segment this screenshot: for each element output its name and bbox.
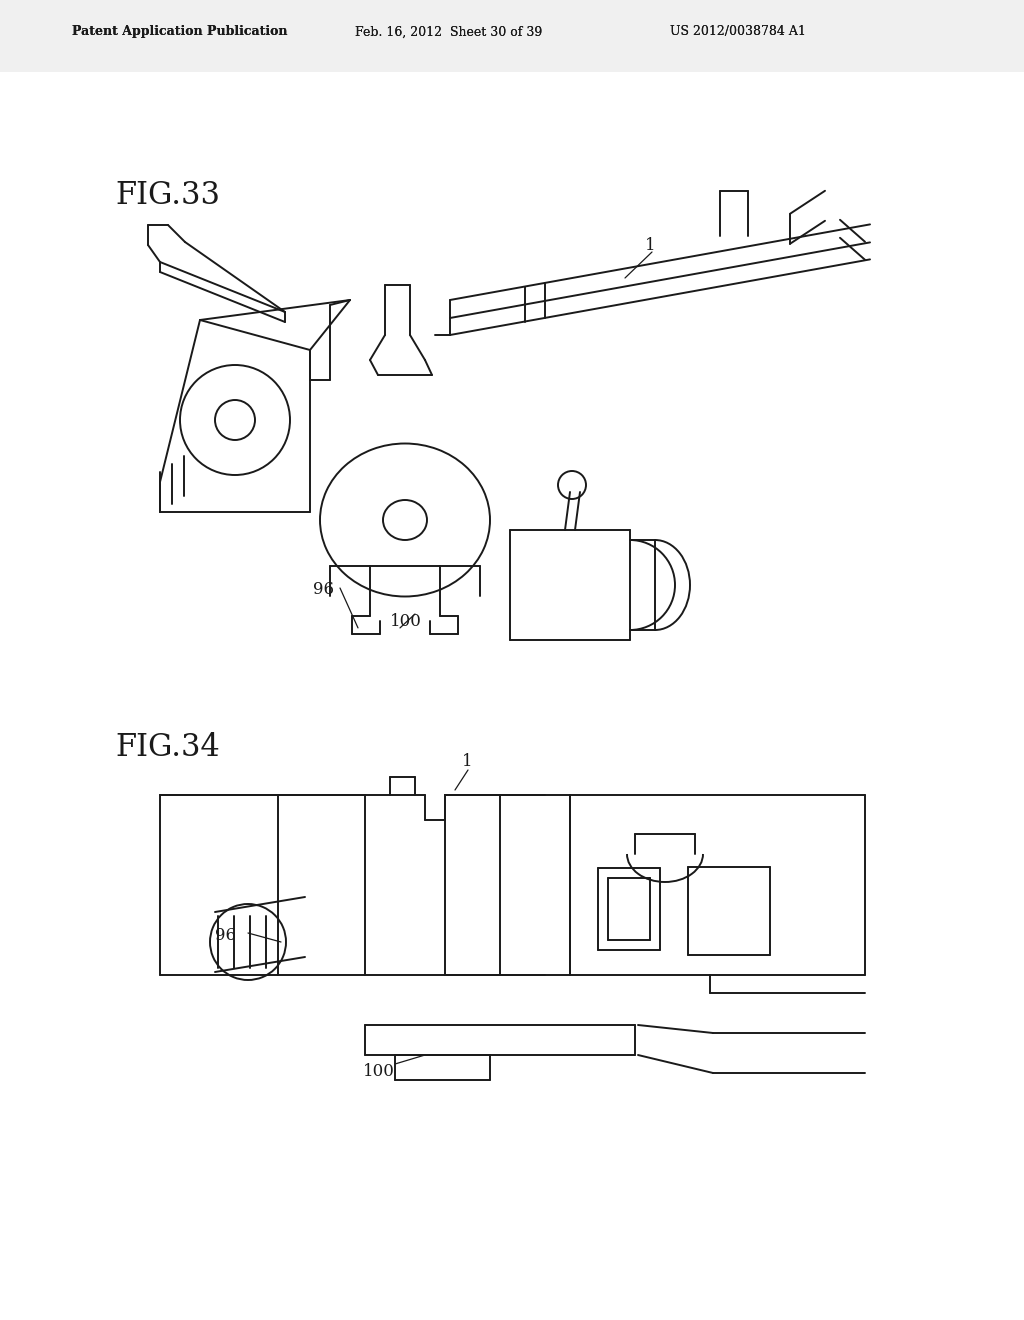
- Text: Patent Application Publication: Patent Application Publication: [72, 25, 288, 38]
- Text: 96: 96: [313, 582, 334, 598]
- Text: FIG.33: FIG.33: [115, 180, 220, 210]
- Text: 1: 1: [462, 754, 473, 771]
- Text: 96: 96: [215, 927, 236, 944]
- Text: FIG.34: FIG.34: [115, 733, 220, 763]
- Bar: [0, 0, 1024, 73]
- Text: US 2012/0038784 A1: US 2012/0038784 A1: [670, 25, 806, 38]
- Text: 1: 1: [645, 236, 655, 253]
- Text: Feb. 16, 2012  Sheet 30 of 39: Feb. 16, 2012 Sheet 30 of 39: [355, 25, 543, 38]
- Text: 100: 100: [362, 1064, 395, 1081]
- Text: 100: 100: [390, 614, 422, 631]
- Text: Patent Application Publication: Patent Application Publication: [72, 25, 288, 38]
- Text: Feb. 16, 2012  Sheet 30 of 39: Feb. 16, 2012 Sheet 30 of 39: [355, 25, 543, 38]
- Text: US 2012/0038784 A1: US 2012/0038784 A1: [670, 25, 806, 38]
